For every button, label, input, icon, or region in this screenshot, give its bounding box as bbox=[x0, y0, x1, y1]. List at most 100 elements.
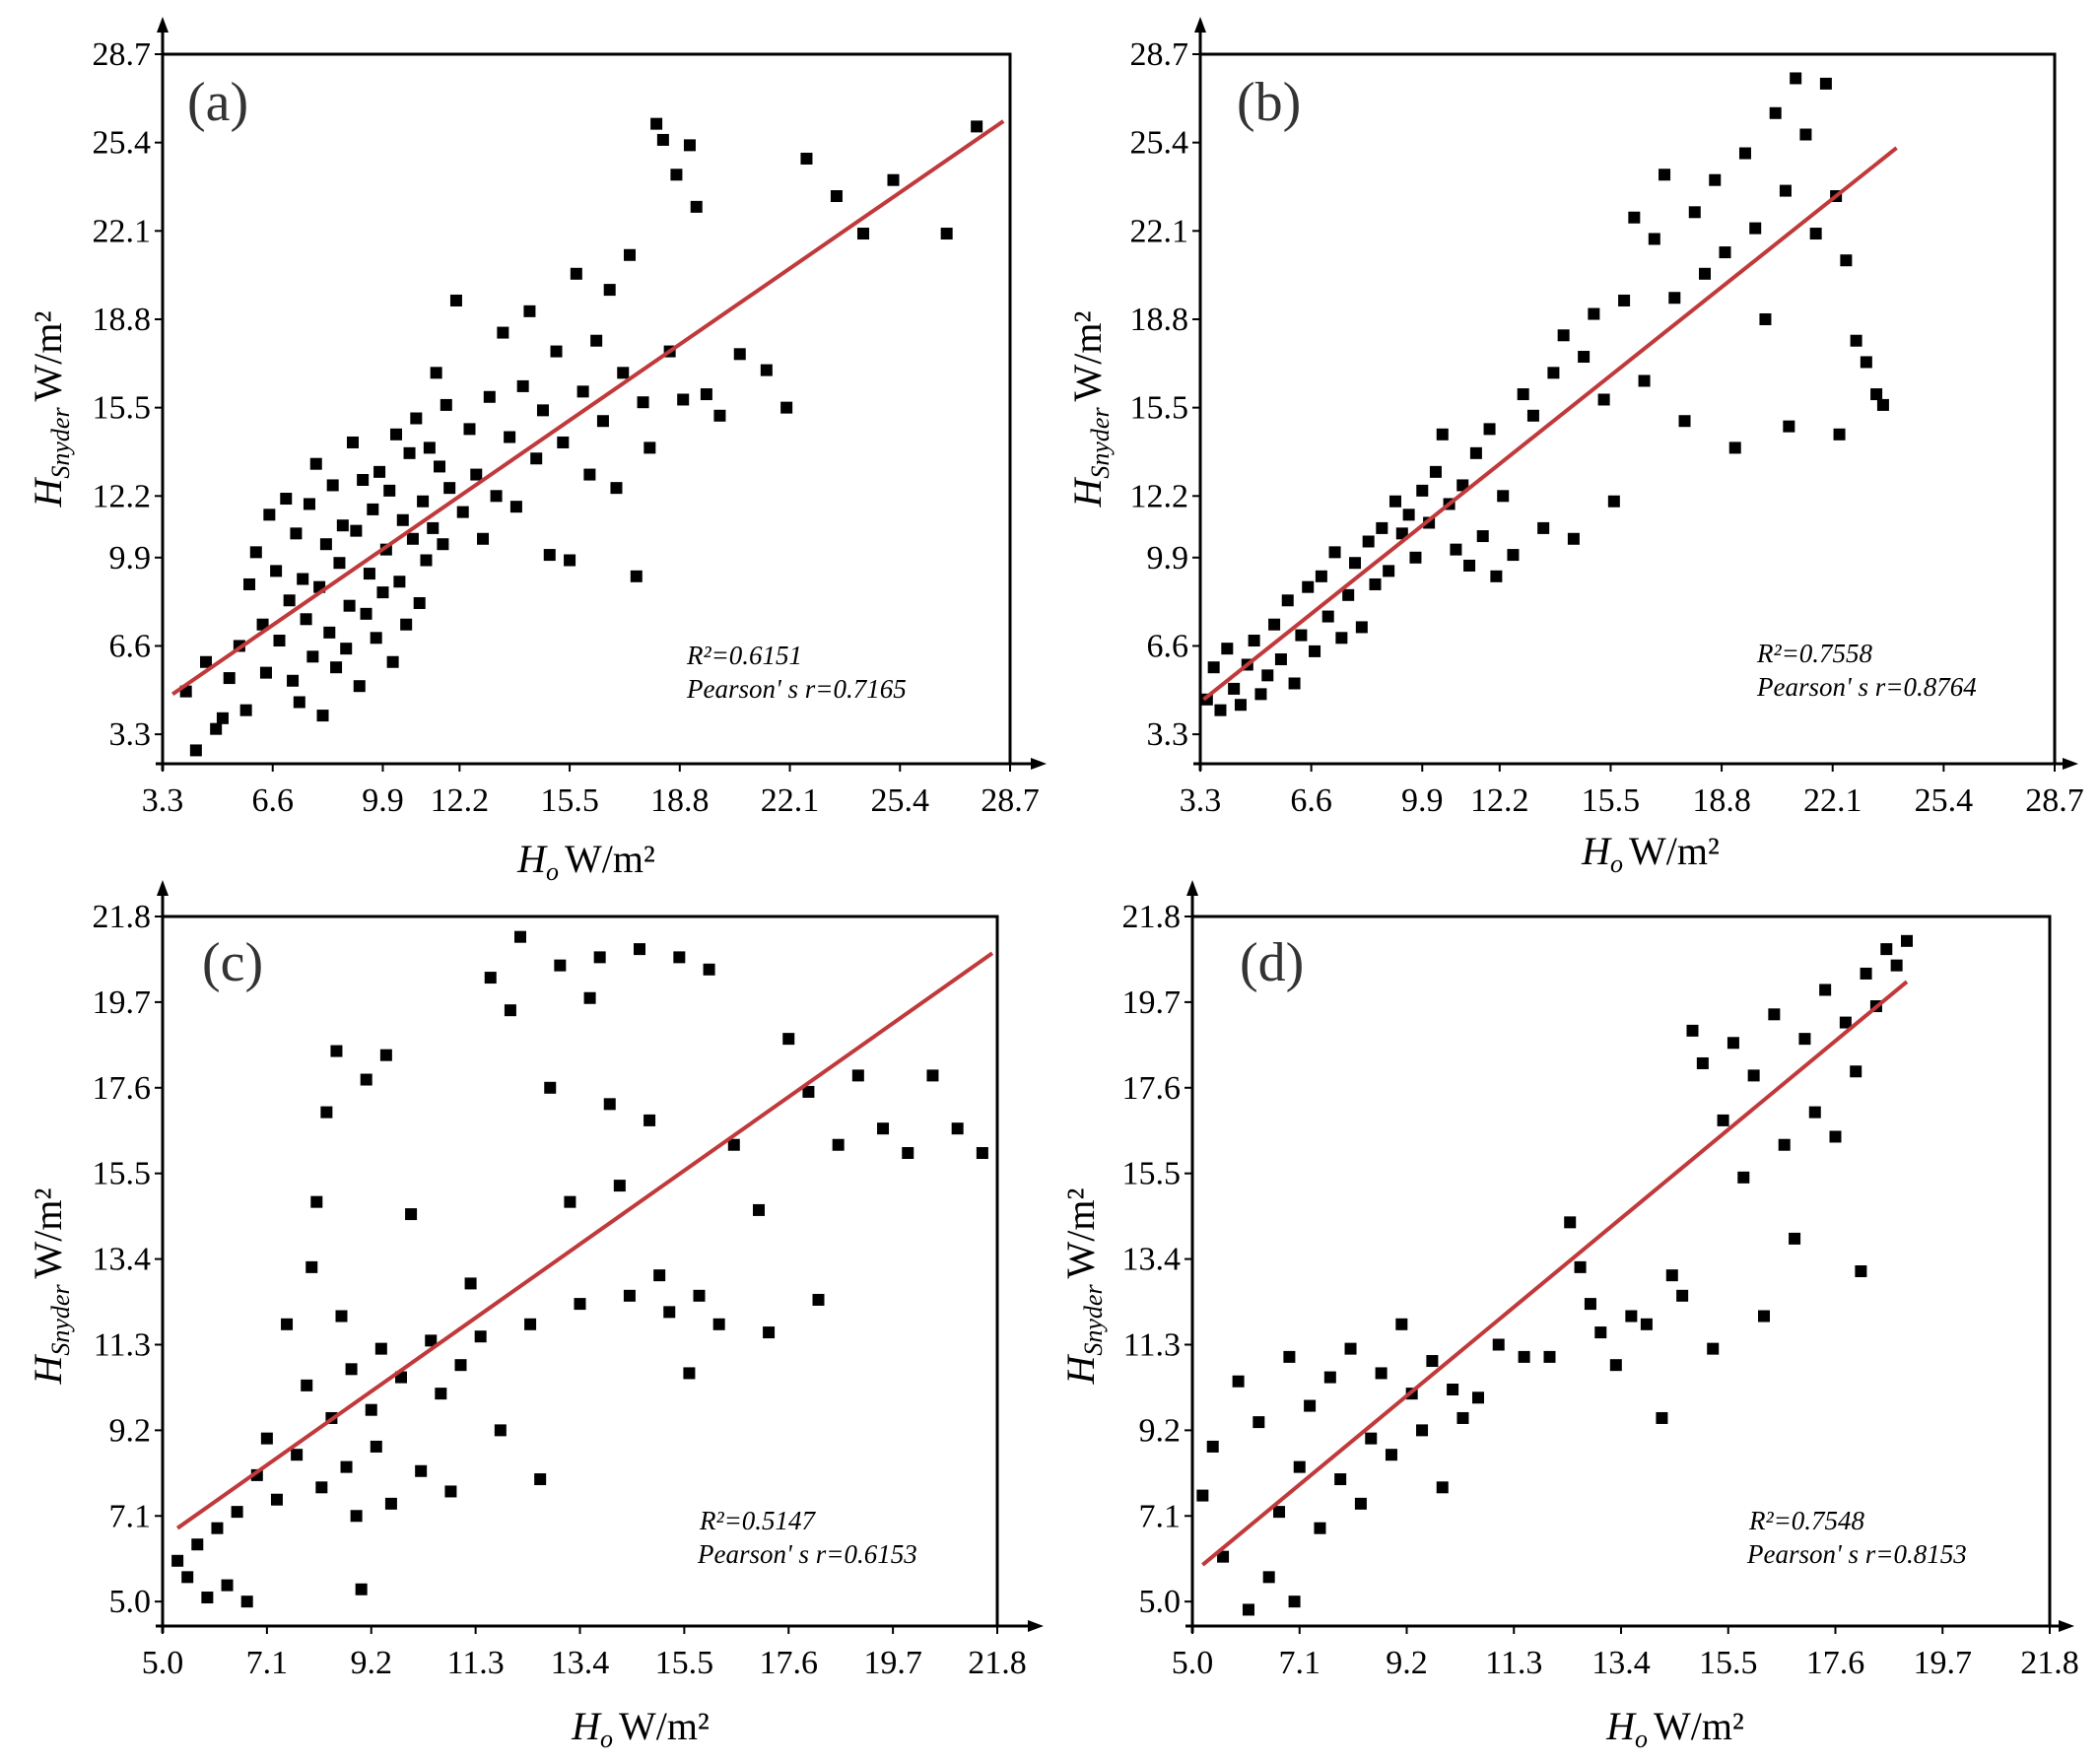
data-point bbox=[1342, 588, 1355, 601]
y-tick-label: 15.5 bbox=[1122, 1156, 1182, 1192]
data-point bbox=[273, 635, 286, 647]
data-point bbox=[456, 506, 469, 518]
data-point bbox=[1839, 1016, 1852, 1029]
data-point bbox=[1840, 254, 1853, 267]
data-point bbox=[1728, 441, 1741, 454]
panel-label: (d) bbox=[1240, 932, 1304, 993]
x-axis-subscript: o bbox=[546, 857, 559, 886]
data-point bbox=[310, 1195, 323, 1208]
data-point bbox=[1850, 334, 1862, 347]
data-point bbox=[1790, 72, 1802, 85]
data-point bbox=[1578, 351, 1591, 364]
data-point bbox=[1876, 398, 1889, 411]
data-point bbox=[340, 1460, 353, 1473]
data-point bbox=[1676, 1289, 1689, 1302]
data-point bbox=[353, 680, 366, 693]
data-point bbox=[270, 1493, 283, 1506]
data-point bbox=[384, 1497, 397, 1510]
x-tick-label: 9.2 bbox=[1386, 1645, 1428, 1681]
data-point bbox=[613, 1180, 626, 1192]
data-point bbox=[330, 1045, 343, 1057]
data-point bbox=[663, 1306, 676, 1319]
pearson-label: Pearson' s r=0.7165 bbox=[686, 674, 907, 704]
data-point bbox=[373, 465, 386, 478]
data-point bbox=[1447, 1384, 1459, 1395]
data-point bbox=[483, 390, 496, 403]
data-point bbox=[544, 1081, 557, 1094]
data-point bbox=[1688, 206, 1701, 219]
data-point bbox=[191, 1538, 204, 1551]
data-point bbox=[270, 565, 283, 577]
data-point bbox=[303, 498, 315, 510]
data-point bbox=[1281, 594, 1294, 607]
data-point bbox=[454, 1359, 467, 1372]
panel-c: 5.0 7.1 9.2 11.3 13.4 15.5 17.6 19.7 21.8 5.0 7.1 9… bbox=[26, 880, 1044, 1753]
data-point bbox=[536, 404, 549, 417]
y-axis-subscript: Snyder bbox=[46, 1284, 75, 1356]
pearson-label: Pearson' s r=0.8153 bbox=[1746, 1539, 1967, 1569]
data-point bbox=[1383, 565, 1395, 577]
data-point bbox=[610, 482, 623, 495]
x-axis-symbol: H bbox=[1605, 1704, 1637, 1748]
data-point bbox=[1625, 1310, 1638, 1323]
data-point bbox=[367, 503, 379, 515]
plot-frame bbox=[161, 915, 999, 1628]
data-point bbox=[1214, 704, 1227, 716]
data-point bbox=[1547, 367, 1560, 379]
data-point bbox=[1819, 77, 1832, 90]
data-point bbox=[1416, 1424, 1429, 1437]
data-point bbox=[1232, 1375, 1245, 1388]
x-tick-label: 7.1 bbox=[246, 1645, 289, 1681]
data-point bbox=[470, 468, 483, 481]
data-point bbox=[1567, 532, 1580, 545]
data-point bbox=[301, 1379, 313, 1391]
data-point bbox=[516, 379, 529, 392]
x-tick-label: 19.7 bbox=[1914, 1645, 1973, 1681]
data-point bbox=[1492, 1338, 1505, 1351]
data-point bbox=[1518, 1350, 1530, 1363]
data-point bbox=[290, 527, 303, 540]
data-point bbox=[1217, 1550, 1230, 1563]
x-tick-label: 3.3 bbox=[1180, 782, 1222, 819]
y-tick-label: 18.8 bbox=[1130, 302, 1189, 338]
pearson-label: Pearson' s r=0.8764 bbox=[1756, 672, 1977, 702]
data-point bbox=[1472, 1391, 1484, 1404]
data-point bbox=[940, 228, 953, 240]
y-axis-symbol: H bbox=[26, 1354, 70, 1386]
x-tick-label: 3.3 bbox=[142, 782, 184, 819]
data-point bbox=[1304, 1399, 1317, 1412]
y-axis-subscript: Snyder bbox=[46, 407, 75, 479]
data-point bbox=[315, 1481, 328, 1494]
data-point bbox=[1429, 465, 1442, 478]
point-group bbox=[171, 930, 988, 1608]
data-point bbox=[677, 393, 690, 406]
data-point bbox=[1758, 1310, 1770, 1323]
data-point bbox=[1597, 393, 1610, 406]
x-tick-label: 6.6 bbox=[251, 782, 294, 819]
data-point bbox=[887, 173, 900, 186]
data-point bbox=[643, 441, 656, 454]
data-point bbox=[637, 396, 649, 409]
data-point bbox=[1557, 329, 1570, 342]
data-point bbox=[554, 959, 567, 972]
tick-group: 5.0 7.1 9.2 11.3 13.4 15.5 17.6 19.7 21.8 5.0 7.1 9… bbox=[93, 899, 1027, 1681]
data-point bbox=[171, 1554, 184, 1567]
y-axis-title: HSnyder W/m² bbox=[26, 310, 75, 508]
data-point bbox=[1248, 635, 1260, 647]
data-point bbox=[189, 744, 202, 757]
data-point bbox=[877, 1122, 890, 1135]
x-tick-label: 28.7 bbox=[981, 782, 1040, 819]
y-tick-label: 5.0 bbox=[1139, 1584, 1182, 1620]
y-tick-label: 9.9 bbox=[109, 540, 152, 577]
data-point bbox=[1274, 653, 1287, 666]
y-tick-label: 28.7 bbox=[1130, 36, 1189, 73]
data-point bbox=[951, 1122, 964, 1135]
data-point bbox=[423, 441, 436, 454]
x-axis-symbol: H bbox=[1581, 829, 1612, 873]
data-point bbox=[1648, 233, 1660, 245]
data-point bbox=[1779, 184, 1792, 197]
data-point bbox=[1749, 222, 1762, 235]
data-point bbox=[1283, 1350, 1296, 1363]
data-point bbox=[494, 1424, 507, 1437]
data-point bbox=[1769, 106, 1782, 119]
